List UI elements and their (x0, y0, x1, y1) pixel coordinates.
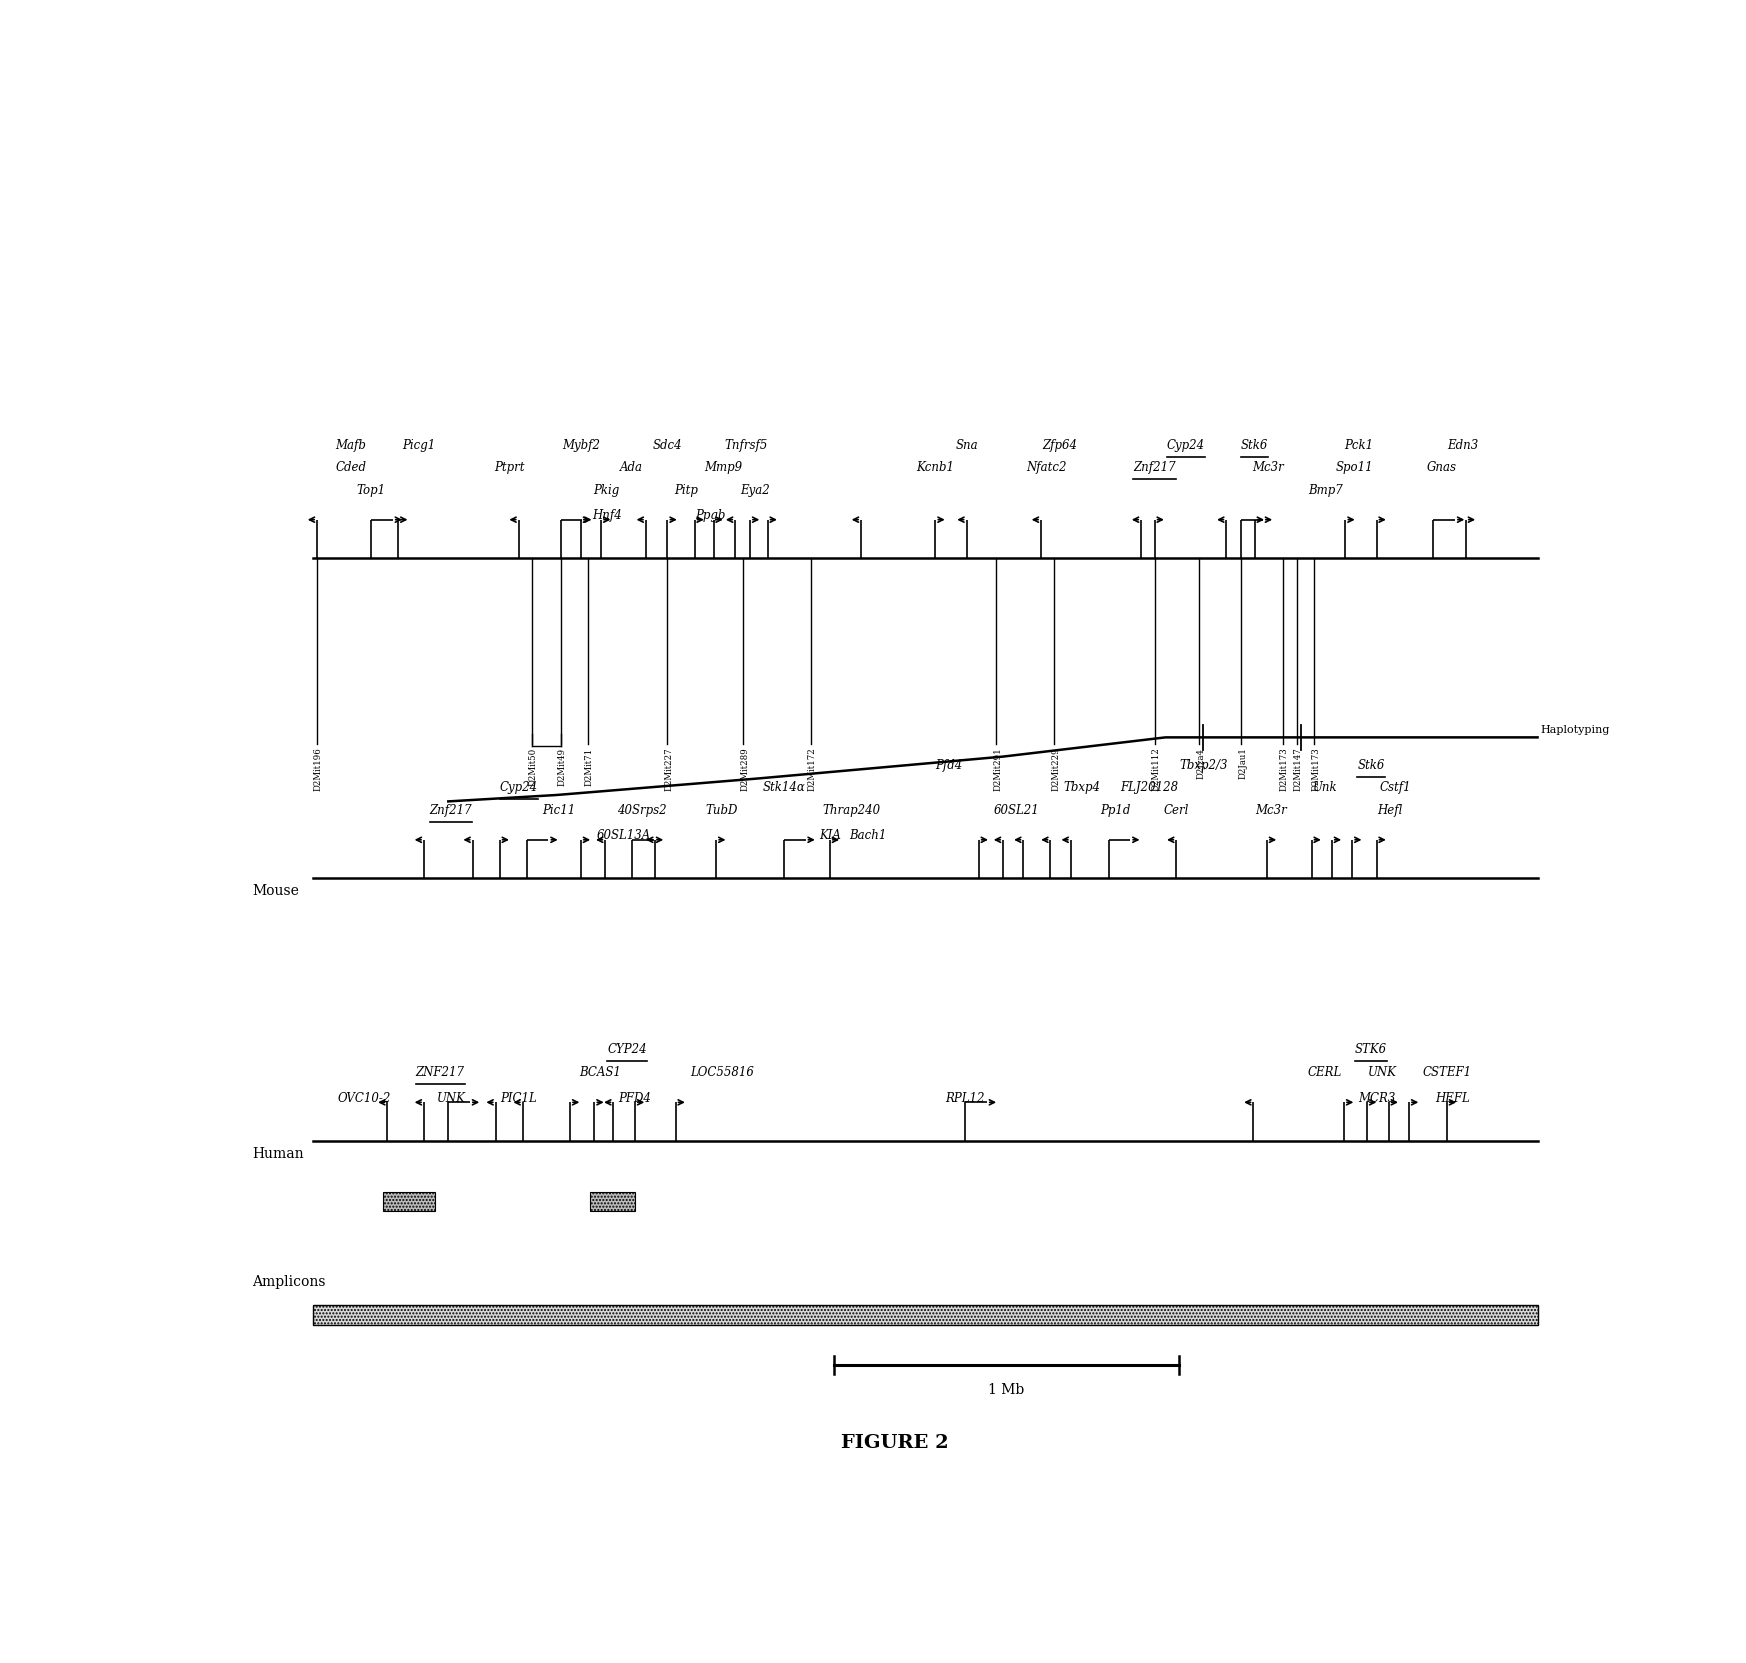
Text: Kcnb1: Kcnb1 (917, 461, 955, 474)
Text: Zfp64: Zfp64 (1042, 439, 1077, 452)
Text: 1 Mb: 1 Mb (988, 1382, 1025, 1397)
Text: BCAS1: BCAS1 (580, 1066, 622, 1079)
Text: D2Mit50: D2Mit50 (529, 748, 538, 787)
Text: Tbxp2/3: Tbxp2/3 (1179, 758, 1227, 772)
Text: D2Jau1: D2Jau1 (1238, 748, 1247, 780)
Text: Pfd4: Pfd4 (936, 758, 962, 772)
Text: UNK: UNK (1367, 1066, 1397, 1079)
Text: Sna: Sna (955, 439, 978, 452)
Text: D2Mit71: D2Mit71 (585, 748, 594, 787)
Text: Picg1: Picg1 (402, 439, 435, 452)
Text: D2Mit49: D2Mit49 (557, 748, 566, 785)
Text: Mc3r: Mc3r (1255, 803, 1287, 817)
Text: 40Srps2: 40Srps2 (616, 803, 667, 817)
Text: D2Mit147: D2Mit147 (1294, 748, 1303, 792)
Text: Top1: Top1 (356, 484, 386, 497)
Bar (313, 1305, 1538, 1325)
Text: Cyp24: Cyp24 (499, 780, 538, 793)
Text: Pkig: Pkig (594, 484, 620, 497)
Text: Tnfrsf5: Tnfrsf5 (725, 439, 768, 452)
Text: MCR3: MCR3 (1358, 1093, 1395, 1104)
Text: CSTEF1: CSTEF1 (1423, 1066, 1472, 1079)
Text: FIGURE 2: FIGURE 2 (842, 1434, 948, 1452)
Text: Stk6: Stk6 (1241, 439, 1268, 452)
Text: Znf217: Znf217 (430, 803, 473, 817)
Text: Cerl: Cerl (1163, 803, 1189, 817)
Text: Cstf1: Cstf1 (1379, 780, 1411, 793)
Text: Mafb: Mafb (335, 439, 367, 452)
Text: PFD4: PFD4 (618, 1093, 651, 1104)
Text: Amplicons: Amplicons (251, 1274, 325, 1289)
Text: Znf217: Znf217 (1133, 461, 1177, 474)
Text: UNK: UNK (436, 1093, 466, 1104)
Text: Mybf2: Mybf2 (562, 439, 601, 452)
Text: Nfatc2: Nfatc2 (1027, 461, 1067, 474)
Text: Ada: Ada (620, 461, 643, 474)
Text: Unk: Unk (1313, 780, 1337, 793)
Text: Human: Human (251, 1146, 304, 1161)
Text: CERL: CERL (1308, 1066, 1343, 1079)
Text: Gnas: Gnas (1426, 461, 1456, 474)
Text: D2Mit291: D2Mit291 (993, 748, 1002, 792)
Text: D2Mit112: D2Mit112 (1151, 748, 1161, 792)
Text: Mc3r: Mc3r (1252, 461, 1283, 474)
Text: Hnf4: Hnf4 (592, 509, 622, 522)
Text: LOC55816: LOC55816 (690, 1066, 754, 1079)
Text: Bmp7: Bmp7 (1308, 484, 1343, 497)
Text: Pp1d: Pp1d (1100, 803, 1131, 817)
Text: HEFL: HEFL (1435, 1093, 1470, 1104)
Text: D2Mit289: D2Mit289 (740, 748, 749, 792)
Text: Tbxp4: Tbxp4 (1063, 780, 1100, 793)
Text: Mmp9: Mmp9 (704, 461, 742, 474)
Text: OVC10-2: OVC10-2 (337, 1093, 391, 1104)
Text: 60SL13A: 60SL13A (597, 830, 651, 843)
Text: Pck1: Pck1 (1344, 439, 1374, 452)
Text: 60SL21: 60SL21 (993, 803, 1039, 817)
Bar (590, 1192, 636, 1211)
Text: RPL12: RPL12 (945, 1093, 985, 1104)
Text: PIC1L: PIC1L (501, 1093, 538, 1104)
Text: Spo11: Spo11 (1336, 461, 1374, 474)
Text: D2Mit173: D2Mit173 (1311, 748, 1320, 792)
Text: Cded: Cded (335, 461, 367, 474)
Text: Pitp: Pitp (674, 484, 698, 497)
Text: Hefl: Hefl (1378, 803, 1402, 817)
Text: Haplotyping: Haplotyping (1540, 725, 1610, 735)
Text: Cyp24: Cyp24 (1166, 439, 1205, 452)
Text: Mouse: Mouse (251, 885, 299, 898)
Text: Stk6: Stk6 (1357, 758, 1385, 772)
Text: Ppgb: Ppgb (695, 509, 726, 522)
Bar (384, 1192, 435, 1211)
Text: D2Mit173: D2Mit173 (1280, 748, 1289, 792)
Text: FLJ20128: FLJ20128 (1121, 780, 1179, 793)
Text: Ptprt: Ptprt (494, 461, 524, 474)
Text: Edn3: Edn3 (1447, 439, 1479, 452)
Text: D2Mit196: D2Mit196 (314, 748, 323, 792)
Text: KIA: KIA (819, 830, 842, 843)
Text: D2Mit229: D2Mit229 (1051, 748, 1060, 792)
Text: Sdc4: Sdc4 (653, 439, 683, 452)
Text: D2Jza4: D2Jza4 (1196, 748, 1205, 778)
Text: D2Mit172: D2Mit172 (808, 748, 817, 792)
Text: Pic11: Pic11 (543, 803, 576, 817)
Text: Stk14α: Stk14α (763, 780, 805, 793)
Text: TubD: TubD (705, 803, 739, 817)
Text: Eya2: Eya2 (740, 484, 770, 497)
Text: STK6: STK6 (1355, 1043, 1386, 1056)
Text: CYP24: CYP24 (608, 1043, 646, 1056)
Text: D2Mit227: D2Mit227 (663, 748, 674, 792)
Text: Thrap240: Thrap240 (822, 803, 880, 817)
Text: Bach1: Bach1 (849, 830, 887, 843)
Text: ZNF217: ZNF217 (416, 1066, 464, 1079)
